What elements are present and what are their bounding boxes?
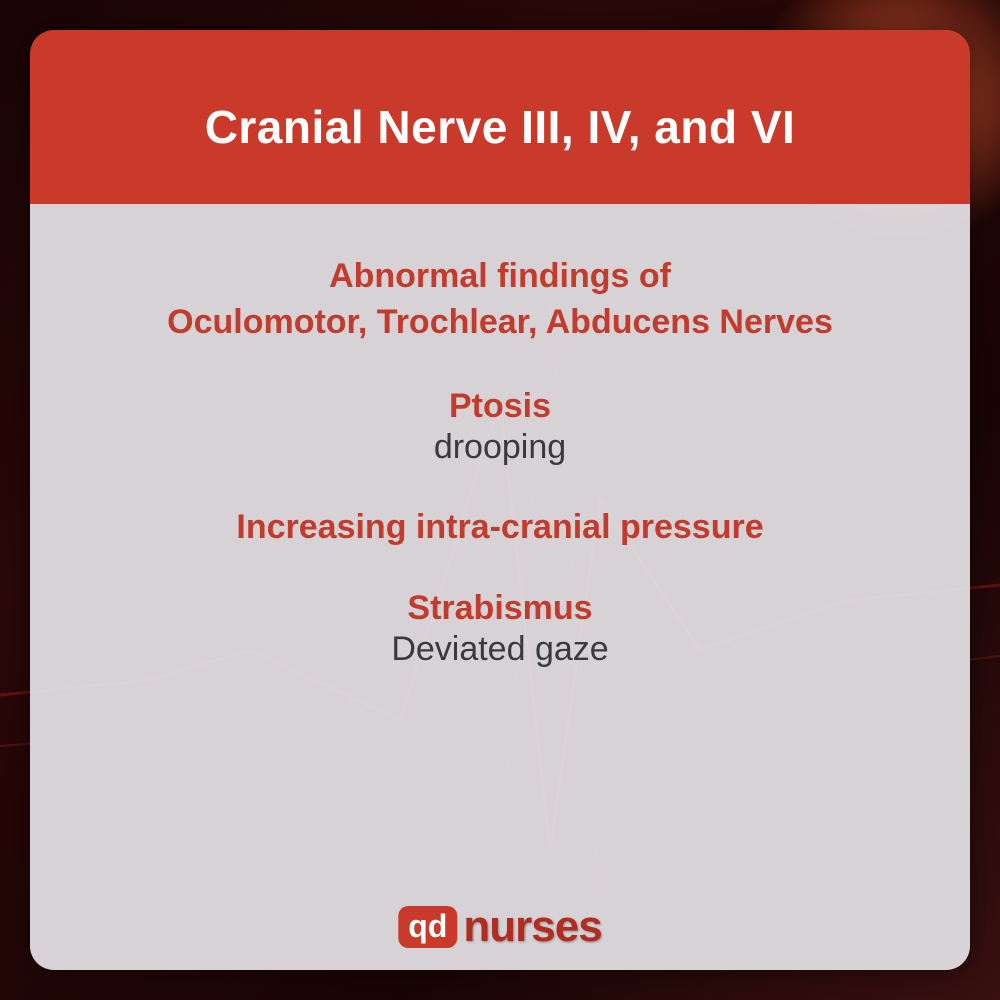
finding-2-term: Increasing intra-cranial pressure <box>70 507 930 548</box>
finding-3-term: Strabismus <box>70 588 930 629</box>
finding-1-desc: drooping <box>70 427 930 468</box>
finding-1-term: Ptosis <box>70 386 930 427</box>
card-header: Cranial Nerve III, IV, and VI <box>30 30 970 204</box>
subtitle-line-2: Oculomotor, Trochlear, Abducens Nerves <box>167 303 833 341</box>
brand-logo: qd nurses <box>398 902 601 952</box>
logo-text: nurses <box>463 902 601 952</box>
card-body: Abnormal findings of Oculomotor, Trochle… <box>30 204 970 970</box>
subtitle-block: Abnormal findings of Oculomotor, Trochle… <box>70 254 930 346</box>
finding-2: Increasing intra-cranial pressure <box>70 507 930 580</box>
finding-3-desc: Deviated gaze <box>70 629 930 670</box>
outer-background: Cranial Nerve III, IV, and VI Abnormal f… <box>0 0 1000 1000</box>
info-card: Cranial Nerve III, IV, and VI Abnormal f… <box>30 30 970 970</box>
card-title: Cranial Nerve III, IV, and VI <box>70 100 930 154</box>
logo-badge: qd <box>398 906 457 948</box>
finding-1: Ptosis drooping <box>70 386 930 500</box>
finding-3: Strabismus Deviated gaze <box>70 588 930 702</box>
subtitle-line-1: Abnormal findings of <box>329 257 671 295</box>
